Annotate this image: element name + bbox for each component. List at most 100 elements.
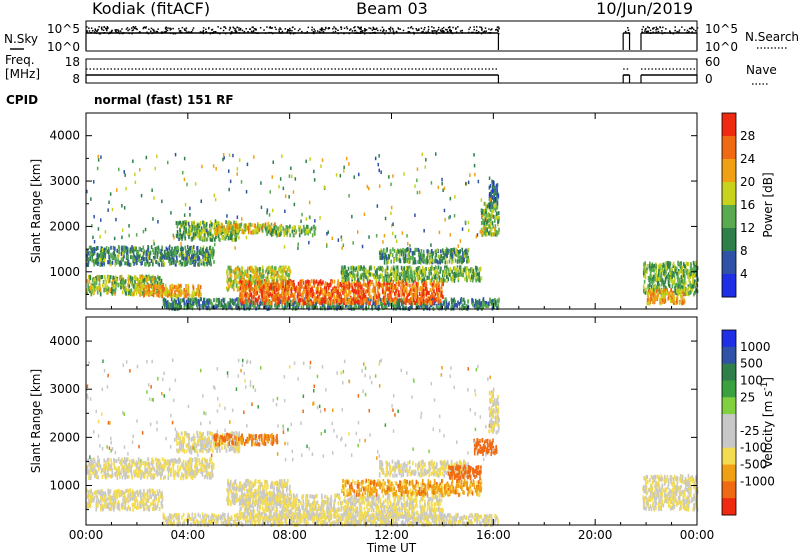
power-cell <box>406 296 408 301</box>
power-cell <box>392 268 395 273</box>
power-cell <box>434 292 436 297</box>
power-cell <box>384 269 387 273</box>
power-cell <box>203 298 205 302</box>
power-cell <box>158 280 161 285</box>
noise-point <box>166 29 169 32</box>
noise-point <box>346 27 349 30</box>
noise-point <box>225 27 227 30</box>
power-cell <box>203 257 205 262</box>
power-cell <box>117 283 119 287</box>
power-cell <box>270 301 273 306</box>
power-cell <box>300 282 302 286</box>
power-cell <box>258 227 261 232</box>
power-cell <box>375 279 378 284</box>
noise-point <box>101 28 103 31</box>
power-cell <box>427 290 429 295</box>
power-cell <box>339 282 342 286</box>
power-cell <box>182 290 185 295</box>
power-cell <box>189 298 191 302</box>
power-cell <box>273 281 276 286</box>
power-cell <box>284 304 286 309</box>
noise-point <box>100 27 103 30</box>
power-cell <box>419 286 422 290</box>
power-cell <box>417 266 420 271</box>
power-cell <box>230 231 232 236</box>
power-cell <box>419 270 422 275</box>
power-cell <box>203 229 206 234</box>
power-cell <box>118 249 121 254</box>
power-cell <box>223 304 225 309</box>
power-cell <box>415 290 418 295</box>
power-cell <box>200 229 203 234</box>
noise-point <box>289 29 291 31</box>
power-cell <box>142 245 145 250</box>
noise-point <box>312 30 315 33</box>
noise-point <box>135 28 138 30</box>
power-cell <box>232 301 235 306</box>
power-cell <box>265 295 267 300</box>
power-cell <box>112 275 114 280</box>
power-cell <box>323 299 326 304</box>
power-cell <box>273 273 276 278</box>
noise-point <box>191 29 194 31</box>
power-cell <box>375 276 378 281</box>
power-cell <box>249 225 251 230</box>
noise-point <box>382 30 384 33</box>
power-cell <box>235 233 238 238</box>
power-cell <box>301 301 303 306</box>
power-cell <box>359 301 362 306</box>
power-cell <box>199 292 201 297</box>
power-cell <box>402 300 405 305</box>
power-cell <box>313 283 315 288</box>
power-cell <box>140 248 143 253</box>
noise-point <box>88 30 91 32</box>
power-cell <box>284 299 286 304</box>
power-cell <box>409 299 411 304</box>
power-cell <box>142 290 144 295</box>
power-cell <box>364 272 367 277</box>
power-cell <box>405 301 407 306</box>
power-cell <box>276 296 278 301</box>
power-cell <box>253 286 256 291</box>
noise-point <box>106 29 108 31</box>
power-cell <box>177 234 179 239</box>
power-cell <box>103 261 105 266</box>
power-cell <box>261 265 264 270</box>
power-cell <box>382 267 384 272</box>
power-cell <box>478 275 481 280</box>
power-cell <box>426 287 428 292</box>
power-cell <box>396 270 398 275</box>
power-cell <box>172 305 174 310</box>
noise-point <box>238 29 240 31</box>
noise-point <box>389 26 392 29</box>
power-echo-region <box>86 244 215 267</box>
power-cell <box>241 300 244 305</box>
power-cell <box>497 305 500 310</box>
power-cell <box>450 276 452 281</box>
noise-point <box>455 28 457 30</box>
noise-point <box>333 26 335 28</box>
power-cell <box>253 223 256 228</box>
power-cell <box>278 303 281 308</box>
noise-point <box>433 27 435 29</box>
noise-point <box>496 26 499 28</box>
power-cell <box>99 253 101 258</box>
power-cell <box>150 290 153 295</box>
power-cell <box>464 266 466 271</box>
power-cell <box>495 301 498 306</box>
power-cell <box>391 289 393 294</box>
power-cell <box>345 298 347 303</box>
power-cell <box>475 302 477 307</box>
power-cell <box>369 279 371 284</box>
power-cell <box>409 288 412 293</box>
power-cell <box>187 250 189 255</box>
power-cell <box>204 237 207 242</box>
noise-point <box>443 31 445 33</box>
power-cell <box>247 276 250 281</box>
power-cell <box>422 274 425 279</box>
power-cell <box>381 287 384 292</box>
power-cell <box>308 290 310 295</box>
power-cell <box>402 302 404 307</box>
noise-point <box>245 28 247 30</box>
power-cell <box>218 297 220 302</box>
